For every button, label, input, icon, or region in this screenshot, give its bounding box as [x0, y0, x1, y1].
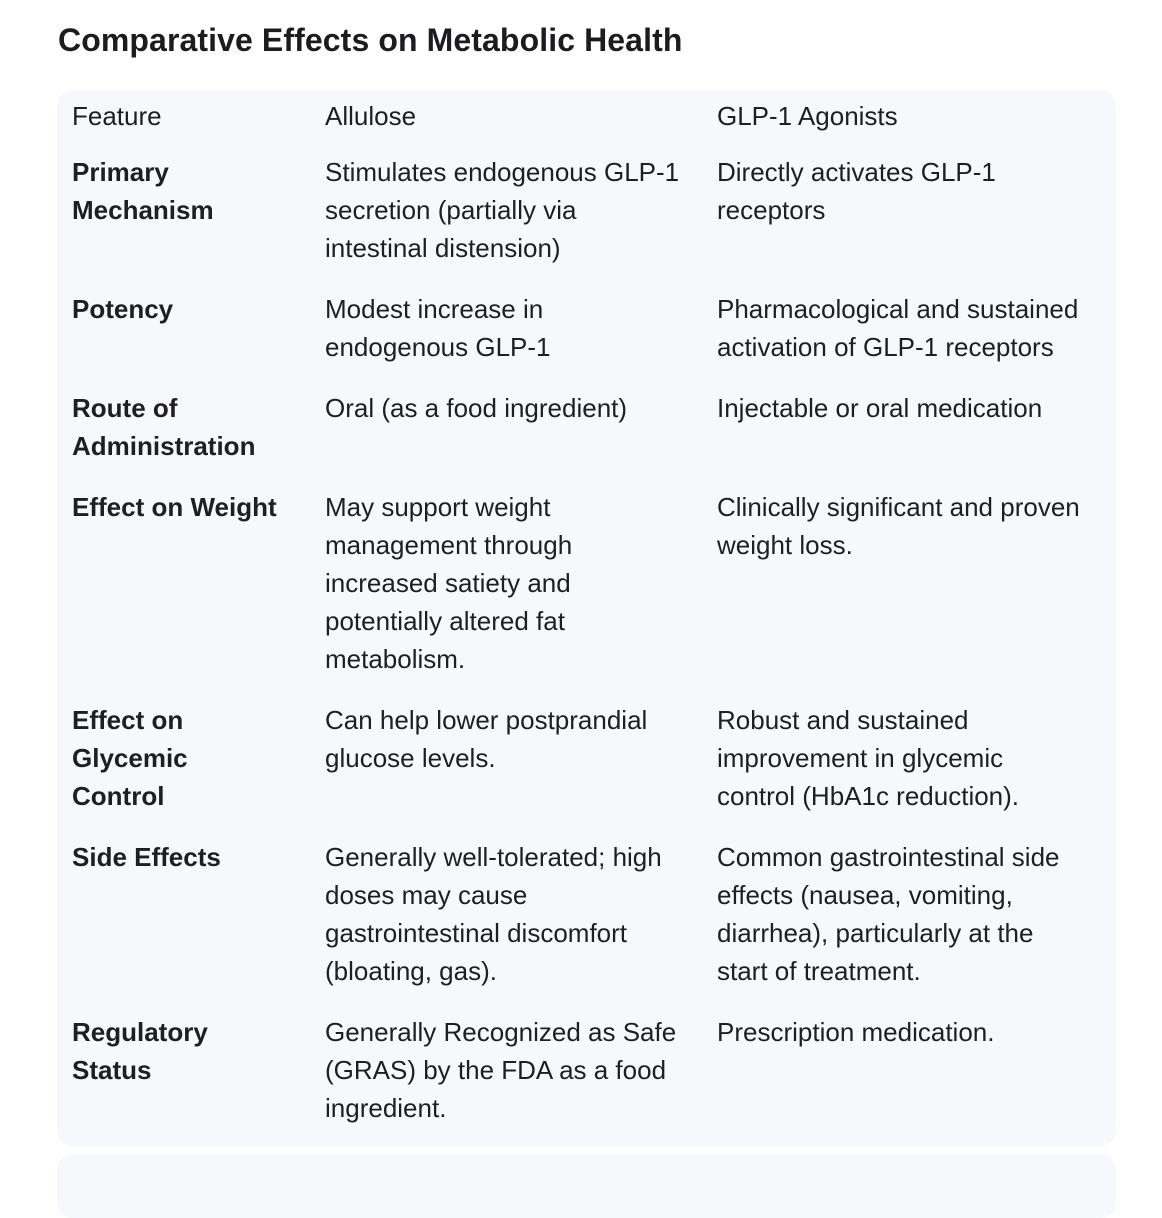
- page-title: Comparative Effects on Metabolic Health: [58, 22, 683, 58]
- table-row-regulatory-status: Regulatory Status Generally Recognized a…: [72, 1013, 1116, 1127]
- table-row-effect-on-weight: Effect on Weight May support weight mana…: [72, 488, 1116, 678]
- allulose-cell: May support weight management through in…: [325, 492, 573, 674]
- table-header-row: Feature Allulose GLP-1 Agonists: [72, 97, 1116, 135]
- column-header-glp1-agonists: GLP-1 Agonists: [717, 101, 898, 131]
- glp1-cell: Directly activates GLP-1 receptors: [717, 157, 996, 225]
- table-row-side-effects: Side Effects Generally well-tolerated; h…: [72, 838, 1116, 990]
- glp1-cell: Prescription medication.: [717, 1017, 995, 1047]
- table-row-primary-mechanism: Primary Mechanism Stimulates endogenous …: [72, 153, 1116, 267]
- glp1-cell: Injectable or oral medication: [717, 393, 1043, 423]
- feature-label-cell: Potency: [72, 294, 174, 324]
- feature-label-cell: Primary Mechanism: [72, 157, 214, 225]
- column-header-allulose: Allulose: [325, 101, 417, 131]
- feature-label-cell: Regulatory Status: [72, 1017, 208, 1085]
- feature-label-cell: Effect on Weight: [72, 492, 277, 522]
- glp1-cell: Clinically significant and proven weight…: [717, 492, 1080, 560]
- feature-label-cell: Route of Administration: [72, 393, 256, 461]
- comparison-table-card: Feature Allulose GLP-1 Agonists Primary …: [57, 90, 1116, 1146]
- allulose-cell: Can help lower postprandial glucose leve…: [325, 705, 648, 773]
- feature-label-cell: Side Effects: [72, 842, 221, 872]
- table-row-potency: Potency Modest increase in endogenous GL…: [72, 290, 1116, 366]
- allulose-cell: Generally well-tolerated; high doses may…: [325, 842, 662, 986]
- allulose-cell: Modest increase in endogenous GLP-1: [325, 294, 551, 362]
- glp1-cell: Pharmacological and sustained activation…: [717, 294, 1079, 362]
- column-header-feature: Feature: [72, 101, 162, 131]
- next-card-partial: [57, 1154, 1116, 1218]
- table-row-effect-on-glycemic-control: Effect on Glycemic Control Can help lowe…: [72, 701, 1116, 815]
- glp1-cell: Robust and sustained improvement in glyc…: [717, 705, 1020, 811]
- allulose-cell: Oral (as a food ingredient): [325, 393, 628, 423]
- table-row-route-of-administration: Route of Administration Oral (as a food …: [72, 389, 1116, 465]
- allulose-cell: Stimulates endogenous GLP-1 secretion (p…: [325, 157, 680, 263]
- feature-label-cell: Effect on Glycemic Control: [72, 705, 188, 811]
- allulose-cell: Generally Recognized as Safe (GRAS) by t…: [325, 1017, 677, 1123]
- glp1-cell: Common gastrointestinal side effects (na…: [717, 842, 1060, 986]
